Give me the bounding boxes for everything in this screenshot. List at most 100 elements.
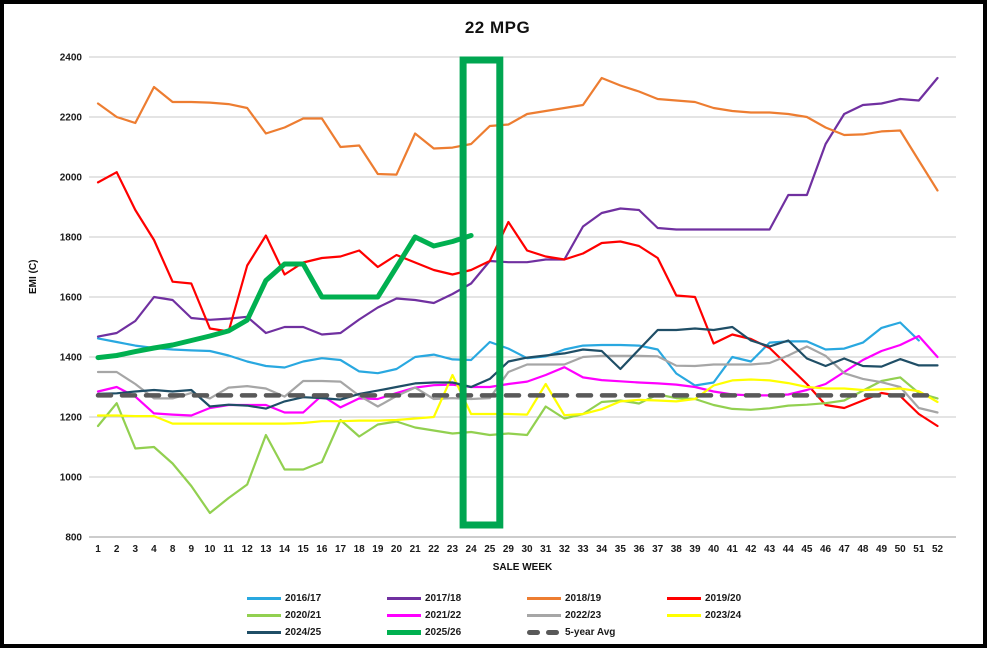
x-tick-label-22: 22	[428, 544, 440, 555]
x-tick-label-39: 39	[689, 544, 701, 555]
x-tick-label-37: 37	[652, 544, 664, 555]
x-tick-label-34: 34	[596, 544, 608, 555]
chart-legend: 2016/17 2017/18 2018/19 2019/20 2020/21 2021/…	[247, 590, 807, 641]
series-line-2017-18	[96, 76, 939, 338]
y-tick-label-1200: 1200	[60, 413, 83, 424]
x-tick-label-31: 31	[540, 544, 552, 555]
x-tick-label-44: 44	[783, 544, 795, 555]
legend-swatch	[247, 597, 281, 600]
legend-swatch	[527, 614, 561, 617]
series-line-2018-19	[96, 76, 939, 192]
y-tick-label-1800: 1800	[60, 233, 83, 244]
x-tick-label-50: 50	[895, 544, 907, 555]
legend-swatch	[527, 597, 561, 600]
x-tick-label-11: 11	[223, 544, 234, 555]
x-tick-label-17: 17	[335, 544, 347, 555]
x-axis-title: SALE WEEK	[492, 562, 553, 573]
legend-label: 2021/22	[425, 610, 462, 621]
x-tick-label-43: 43	[764, 544, 776, 555]
x-tick-label-18: 18	[354, 544, 366, 555]
y-tick-label-2200: 2200	[60, 113, 83, 124]
legend-swatch	[387, 597, 421, 600]
x-tick-label-42: 42	[745, 544, 757, 555]
series-line-2025-26	[95, 233, 474, 361]
x-tick-label-29: 29	[503, 544, 515, 555]
legend-swatch	[387, 630, 421, 635]
x-tick-label-33: 33	[577, 544, 589, 555]
x-tick-label-8: 8	[170, 544, 176, 555]
x-tick-label-23: 23	[447, 544, 459, 555]
legend-label: 2018/19	[565, 593, 602, 604]
x-tick-label-13: 13	[260, 544, 272, 555]
legend-label: 2025/26	[425, 627, 462, 638]
x-tick-label-35: 35	[615, 544, 627, 555]
legend-item-2023-24: 2023/24	[667, 610, 807, 621]
legend-label: 2020/21	[285, 610, 322, 621]
legend-item-2025-26: 2025/26	[387, 627, 527, 638]
legend-item-2017-18: 2017/18	[387, 593, 527, 604]
x-tick-label-52: 52	[932, 544, 944, 555]
legend-item-2019-20: 2019/20	[667, 593, 807, 604]
x-tick-label-9: 9	[188, 544, 194, 555]
x-tick-label-36: 36	[633, 544, 645, 555]
x-tick-label-40: 40	[708, 544, 720, 555]
legend-label: 2016/17	[285, 593, 322, 604]
x-tick-label-21: 21	[410, 544, 422, 555]
legend-item-2022-23: 2022/23	[527, 610, 667, 621]
x-tick-label-47: 47	[839, 544, 851, 555]
y-tick-label-2000: 2000	[60, 173, 83, 184]
x-tick-label-4: 4	[151, 544, 157, 555]
x-tick-label-14: 14	[279, 544, 291, 555]
x-tick-label-46: 46	[820, 544, 832, 555]
legend-swatch	[527, 630, 561, 635]
chart-title: 22 MPG	[464, 18, 531, 37]
x-tick-label-2: 2	[114, 544, 120, 555]
legend-label: 2024/25	[285, 627, 322, 638]
legend-item-2024-25: 2024/25	[247, 627, 387, 638]
x-tick-label-15: 15	[298, 544, 310, 555]
legend-swatch	[247, 614, 281, 617]
y-tick-label-1600: 1600	[60, 293, 83, 304]
legend-item-2016-17: 2016/17	[247, 593, 387, 604]
x-tick-label-12: 12	[242, 544, 254, 555]
y-tick-label-1000: 1000	[60, 473, 83, 484]
legend-item-2021-22: 2021/22	[387, 610, 527, 621]
x-tick-label-51: 51	[913, 544, 925, 555]
x-tick-label-24: 24	[466, 544, 478, 555]
x-tick-label-20: 20	[391, 544, 403, 555]
x-tick-label-41: 41	[727, 544, 739, 555]
series-line-2024-25	[96, 325, 939, 410]
legend-swatch	[247, 631, 281, 634]
y-tick-label-1400: 1400	[60, 353, 83, 364]
legend-item-5-year-Avg: 5-year Avg	[527, 627, 667, 638]
legend-label: 2022/23	[565, 610, 602, 621]
legend-item-2020-21: 2020/21	[247, 610, 387, 621]
series-line-2022-23	[96, 345, 939, 414]
highlight-box-weeks-24-25	[459, 56, 504, 529]
series-line-2020-21	[96, 376, 939, 515]
x-tick-label-10: 10	[204, 544, 216, 555]
legend-label: 2023/24	[705, 610, 742, 621]
legend-swatch	[387, 614, 421, 617]
y-tick-label-2400: 2400	[60, 53, 83, 64]
x-tick-label-1: 1	[95, 544, 101, 555]
x-tick-label-32: 32	[559, 544, 571, 555]
x-tick-label-45: 45	[801, 544, 813, 555]
x-tick-label-16: 16	[316, 544, 328, 555]
x-tick-label-19: 19	[372, 544, 384, 555]
x-tick-label-3: 3	[133, 544, 139, 555]
x-tick-label-25: 25	[484, 544, 496, 555]
legend-swatch	[667, 614, 701, 617]
x-tick-label-48: 48	[857, 544, 869, 555]
legend-label: 2017/18	[425, 593, 462, 604]
x-tick-label-49: 49	[876, 544, 888, 555]
series-line-2019-20	[96, 171, 939, 428]
legend-label: 5-year Avg	[565, 627, 616, 638]
y-tick-label-800: 800	[65, 533, 82, 544]
x-tick-label-30: 30	[522, 544, 534, 555]
legend-label: 2019/20	[705, 593, 742, 604]
x-tick-label-38: 38	[671, 544, 683, 555]
legend-swatch	[667, 597, 701, 600]
